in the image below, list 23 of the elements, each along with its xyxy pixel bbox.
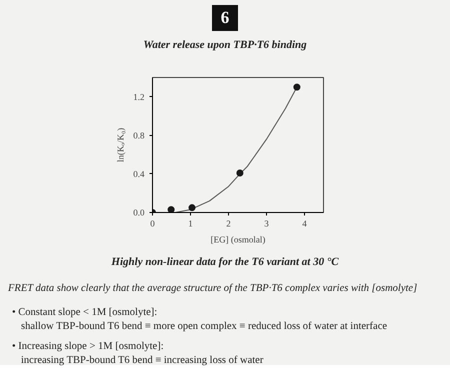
point [293,84,300,91]
x-tick-label: 0 [150,218,156,228]
text: Highly non-linear data for the T6 variant at 30 °C [110,255,340,270]
point [168,206,175,212]
y-tick-label: 1.2 [133,92,144,102]
x-tick-label: 2 [226,218,231,228]
x-tick-label: 1 [188,218,193,228]
x-axis-title: [EG] (osmolal) [210,234,266,244]
y-tick-label: 0.4 [133,168,145,179]
y-tick-label: 0.0 [133,208,145,218]
text: 6 [212,5,238,31]
chart-title: Water release upon TBP·T6 binding [142,38,308,53]
text: • Increasing slope > 1M [osmolyte]: [11,340,165,354]
x-tick-label: 3 [264,218,270,228]
text: • Constant slope < 1M [osmolyte]: [11,306,158,320]
y-tick-label: 0.8 [133,130,145,140]
point [236,169,244,176]
text: shallow TBP-bound T6 bend ≡ more open complex ≡ reduced loss of water at interface [20,320,388,334]
y-axis-title: ln(Kₒ/K₀) [115,128,126,162]
text: FRET data show clearly that the average structure of the TBP·T6 complex varies with [osmolyte] [7,282,418,296]
text: increasing TBP-bound T6 bend ≡ increasing loss of water [20,354,264,368]
x-tick-label: 4 [302,218,308,228]
point [188,204,196,212]
